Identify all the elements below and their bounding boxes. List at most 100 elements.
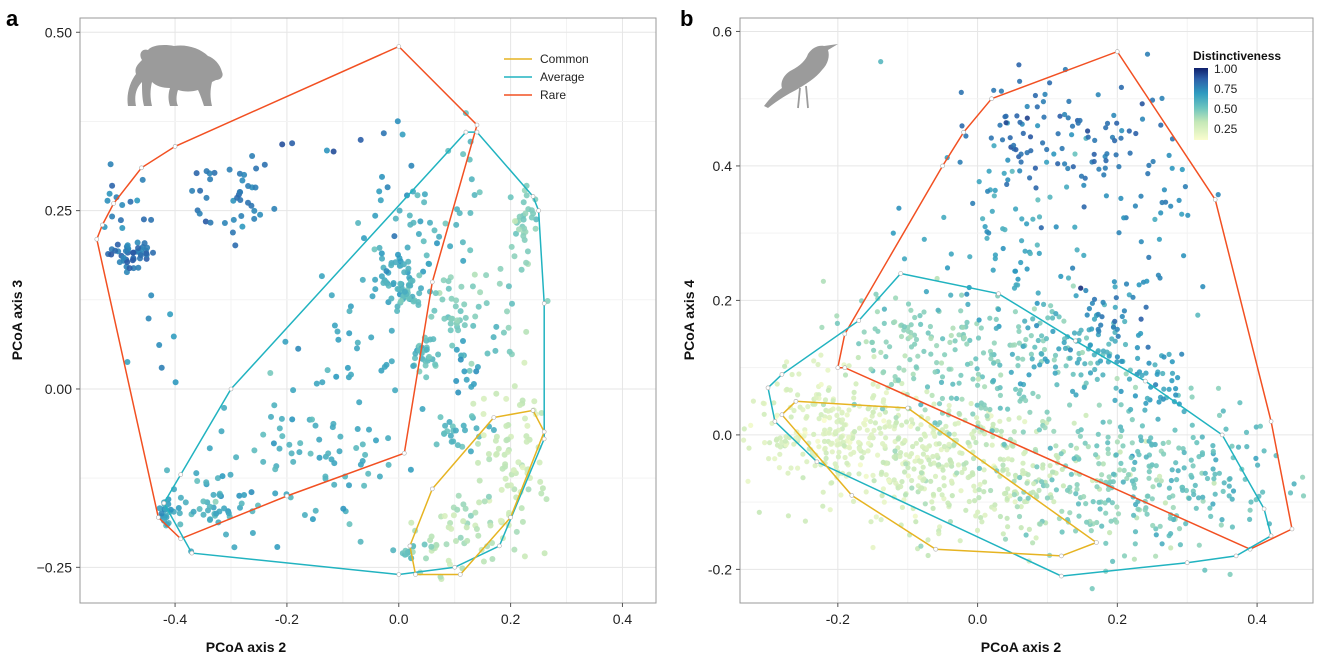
data-point bbox=[1156, 482, 1162, 488]
data-point bbox=[331, 322, 338, 329]
data-point bbox=[448, 315, 454, 322]
data-point bbox=[823, 450, 829, 456]
data-point bbox=[863, 473, 869, 479]
data-point bbox=[1174, 477, 1180, 483]
data-point bbox=[992, 502, 998, 508]
data-point bbox=[439, 296, 446, 303]
data-point bbox=[268, 413, 274, 420]
data-point bbox=[1020, 460, 1026, 466]
data-point bbox=[1009, 342, 1016, 348]
data-point bbox=[951, 431, 958, 437]
data-point bbox=[863, 339, 869, 345]
data-point bbox=[170, 333, 177, 340]
data-point bbox=[901, 324, 908, 330]
data-point bbox=[505, 324, 512, 331]
data-point bbox=[1121, 308, 1127, 314]
data-point bbox=[445, 278, 452, 285]
data-point bbox=[1016, 328, 1022, 334]
data-point bbox=[1146, 162, 1152, 168]
data-point bbox=[1062, 111, 1068, 118]
data-point bbox=[523, 192, 530, 199]
data-point bbox=[522, 415, 528, 422]
data-point bbox=[515, 459, 522, 466]
data-point bbox=[384, 184, 391, 191]
data-point bbox=[134, 239, 141, 246]
data-point bbox=[1153, 382, 1159, 388]
data-point bbox=[912, 513, 918, 519]
data-point bbox=[1044, 358, 1050, 364]
x-ticks: -0.4 -0.2 0.0 0.2 0.4 bbox=[163, 603, 632, 627]
data-point bbox=[922, 407, 928, 413]
data-point bbox=[935, 462, 941, 468]
data-point bbox=[445, 557, 452, 564]
data-point bbox=[378, 250, 385, 257]
data-point bbox=[1081, 204, 1087, 210]
data-point bbox=[1091, 296, 1098, 302]
data-point bbox=[1085, 128, 1091, 134]
data-point bbox=[869, 339, 875, 345]
data-point bbox=[818, 412, 824, 418]
data-point bbox=[851, 449, 857, 455]
data-point bbox=[521, 553, 528, 560]
data-point bbox=[987, 315, 993, 321]
data-point bbox=[944, 462, 950, 468]
data-point bbox=[836, 406, 842, 412]
colorbar-tick-label: 1.00 bbox=[1214, 62, 1238, 76]
hull-vertex bbox=[429, 486, 435, 492]
data-point bbox=[336, 448, 343, 455]
data-point bbox=[454, 506, 461, 513]
data-point bbox=[788, 414, 794, 420]
data-point bbox=[1155, 416, 1161, 422]
data-point bbox=[383, 278, 389, 285]
data-point bbox=[510, 467, 517, 474]
data-point bbox=[908, 344, 915, 350]
data-point bbox=[193, 470, 200, 477]
data-point bbox=[492, 347, 499, 354]
data-point bbox=[870, 544, 876, 551]
data-point bbox=[1114, 375, 1120, 382]
plot-frame bbox=[739, 17, 1314, 604]
data-point bbox=[1150, 158, 1156, 165]
data-point bbox=[830, 406, 836, 412]
data-point bbox=[746, 445, 752, 451]
data-point bbox=[857, 462, 864, 468]
data-point bbox=[1030, 540, 1036, 546]
data-point bbox=[1078, 372, 1084, 378]
data-point bbox=[388, 358, 395, 365]
data-point bbox=[959, 292, 965, 298]
data-point bbox=[771, 400, 777, 406]
data-point bbox=[878, 349, 884, 355]
data-point bbox=[290, 387, 297, 394]
data-point bbox=[908, 307, 914, 313]
data-point bbox=[202, 218, 209, 225]
data-point bbox=[811, 431, 817, 437]
data-point bbox=[872, 420, 879, 426]
data-point bbox=[1160, 440, 1166, 446]
data-point bbox=[901, 497, 907, 503]
data-point bbox=[1044, 409, 1050, 415]
data-point bbox=[878, 59, 884, 65]
hull-vertex bbox=[100, 222, 105, 228]
data-point bbox=[1096, 499, 1102, 505]
data-point bbox=[997, 456, 1003, 462]
data-point bbox=[940, 467, 946, 473]
data-point bbox=[1136, 452, 1142, 458]
data-point bbox=[1094, 376, 1100, 382]
data-point bbox=[908, 451, 915, 457]
data-point bbox=[883, 339, 889, 345]
data-point bbox=[975, 420, 981, 426]
data-point bbox=[441, 430, 448, 437]
data-point bbox=[1229, 443, 1235, 449]
data-point bbox=[892, 319, 898, 325]
data-point bbox=[856, 439, 862, 445]
hull-vertex bbox=[1289, 526, 1295, 532]
data-point bbox=[951, 442, 957, 448]
data-point bbox=[473, 425, 480, 432]
data-point bbox=[1055, 131, 1061, 137]
data-point bbox=[887, 344, 893, 350]
data-point bbox=[956, 380, 962, 386]
data-point bbox=[480, 395, 487, 402]
data-point bbox=[1169, 359, 1175, 365]
data-point bbox=[842, 454, 848, 461]
data-point bbox=[1068, 442, 1074, 448]
